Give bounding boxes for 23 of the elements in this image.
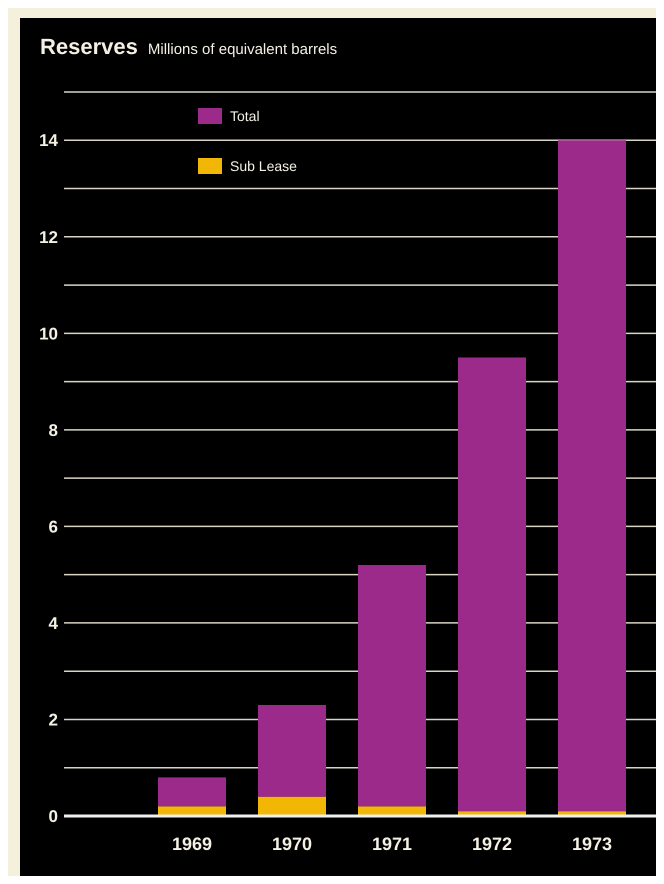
bar (558, 140, 626, 812)
legend-label: Total (230, 108, 260, 124)
y-tick-label: 14 (39, 131, 59, 150)
y-tick-label: 10 (39, 324, 58, 344)
x-tick-label: 1971 (372, 834, 412, 854)
y-tick-label: 12 (39, 228, 58, 247)
y-tick-label: 6 (48, 517, 58, 536)
y-tick-label: 8 (48, 420, 58, 440)
bar (258, 704, 326, 797)
bar (258, 796, 326, 816)
x-tick-label: 1972 (472, 834, 512, 854)
y-tick-label: 0 (48, 806, 58, 826)
chart-title: Reserves (40, 34, 138, 59)
chart-subtitle: Millions of equivalent barrels (148, 41, 338, 58)
bar (158, 777, 226, 806)
x-tick-label: 1969 (172, 834, 212, 854)
x-tick-label: 1970 (272, 834, 312, 854)
legend-label: Sub Lease (230, 158, 298, 174)
y-tick-label: 2 (48, 710, 58, 730)
x-tick-label: 1973 (572, 834, 612, 854)
y-tick-label: 4 (48, 614, 59, 633)
bar (458, 357, 526, 812)
bar (358, 565, 426, 806)
